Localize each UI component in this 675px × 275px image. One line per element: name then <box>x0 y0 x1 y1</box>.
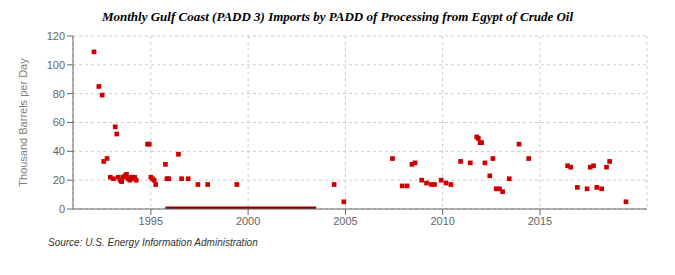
svg-text:2005: 2005 <box>333 215 357 227</box>
svg-text:120: 120 <box>47 30 65 42</box>
html-text:Source: U.S. Energy Informatio: Source: U.S. Energy Information Administ… <box>48 237 258 248</box>
svg-text:80: 80 <box>53 88 65 100</box>
svg-text:60: 60 <box>53 116 65 128</box>
svg-text:20: 20 <box>53 174 65 186</box>
svg-text:100: 100 <box>47 59 65 71</box>
svg-text:Thousand Barrels per Day: Thousand Barrels per Day <box>17 58 29 187</box>
svg-text:0: 0 <box>59 203 65 215</box>
svg-text:2000: 2000 <box>236 215 260 227</box>
svg-text:1995: 1995 <box>139 215 163 227</box>
svg-text:2015: 2015 <box>528 215 552 227</box>
html-text:Monthly Gulf Coast (PADD 3) Im: Monthly Gulf Coast (PADD 3) Imports by P… <box>101 9 574 24</box>
svg-text:40: 40 <box>53 145 65 157</box>
svg-text:2010: 2010 <box>430 215 454 227</box>
